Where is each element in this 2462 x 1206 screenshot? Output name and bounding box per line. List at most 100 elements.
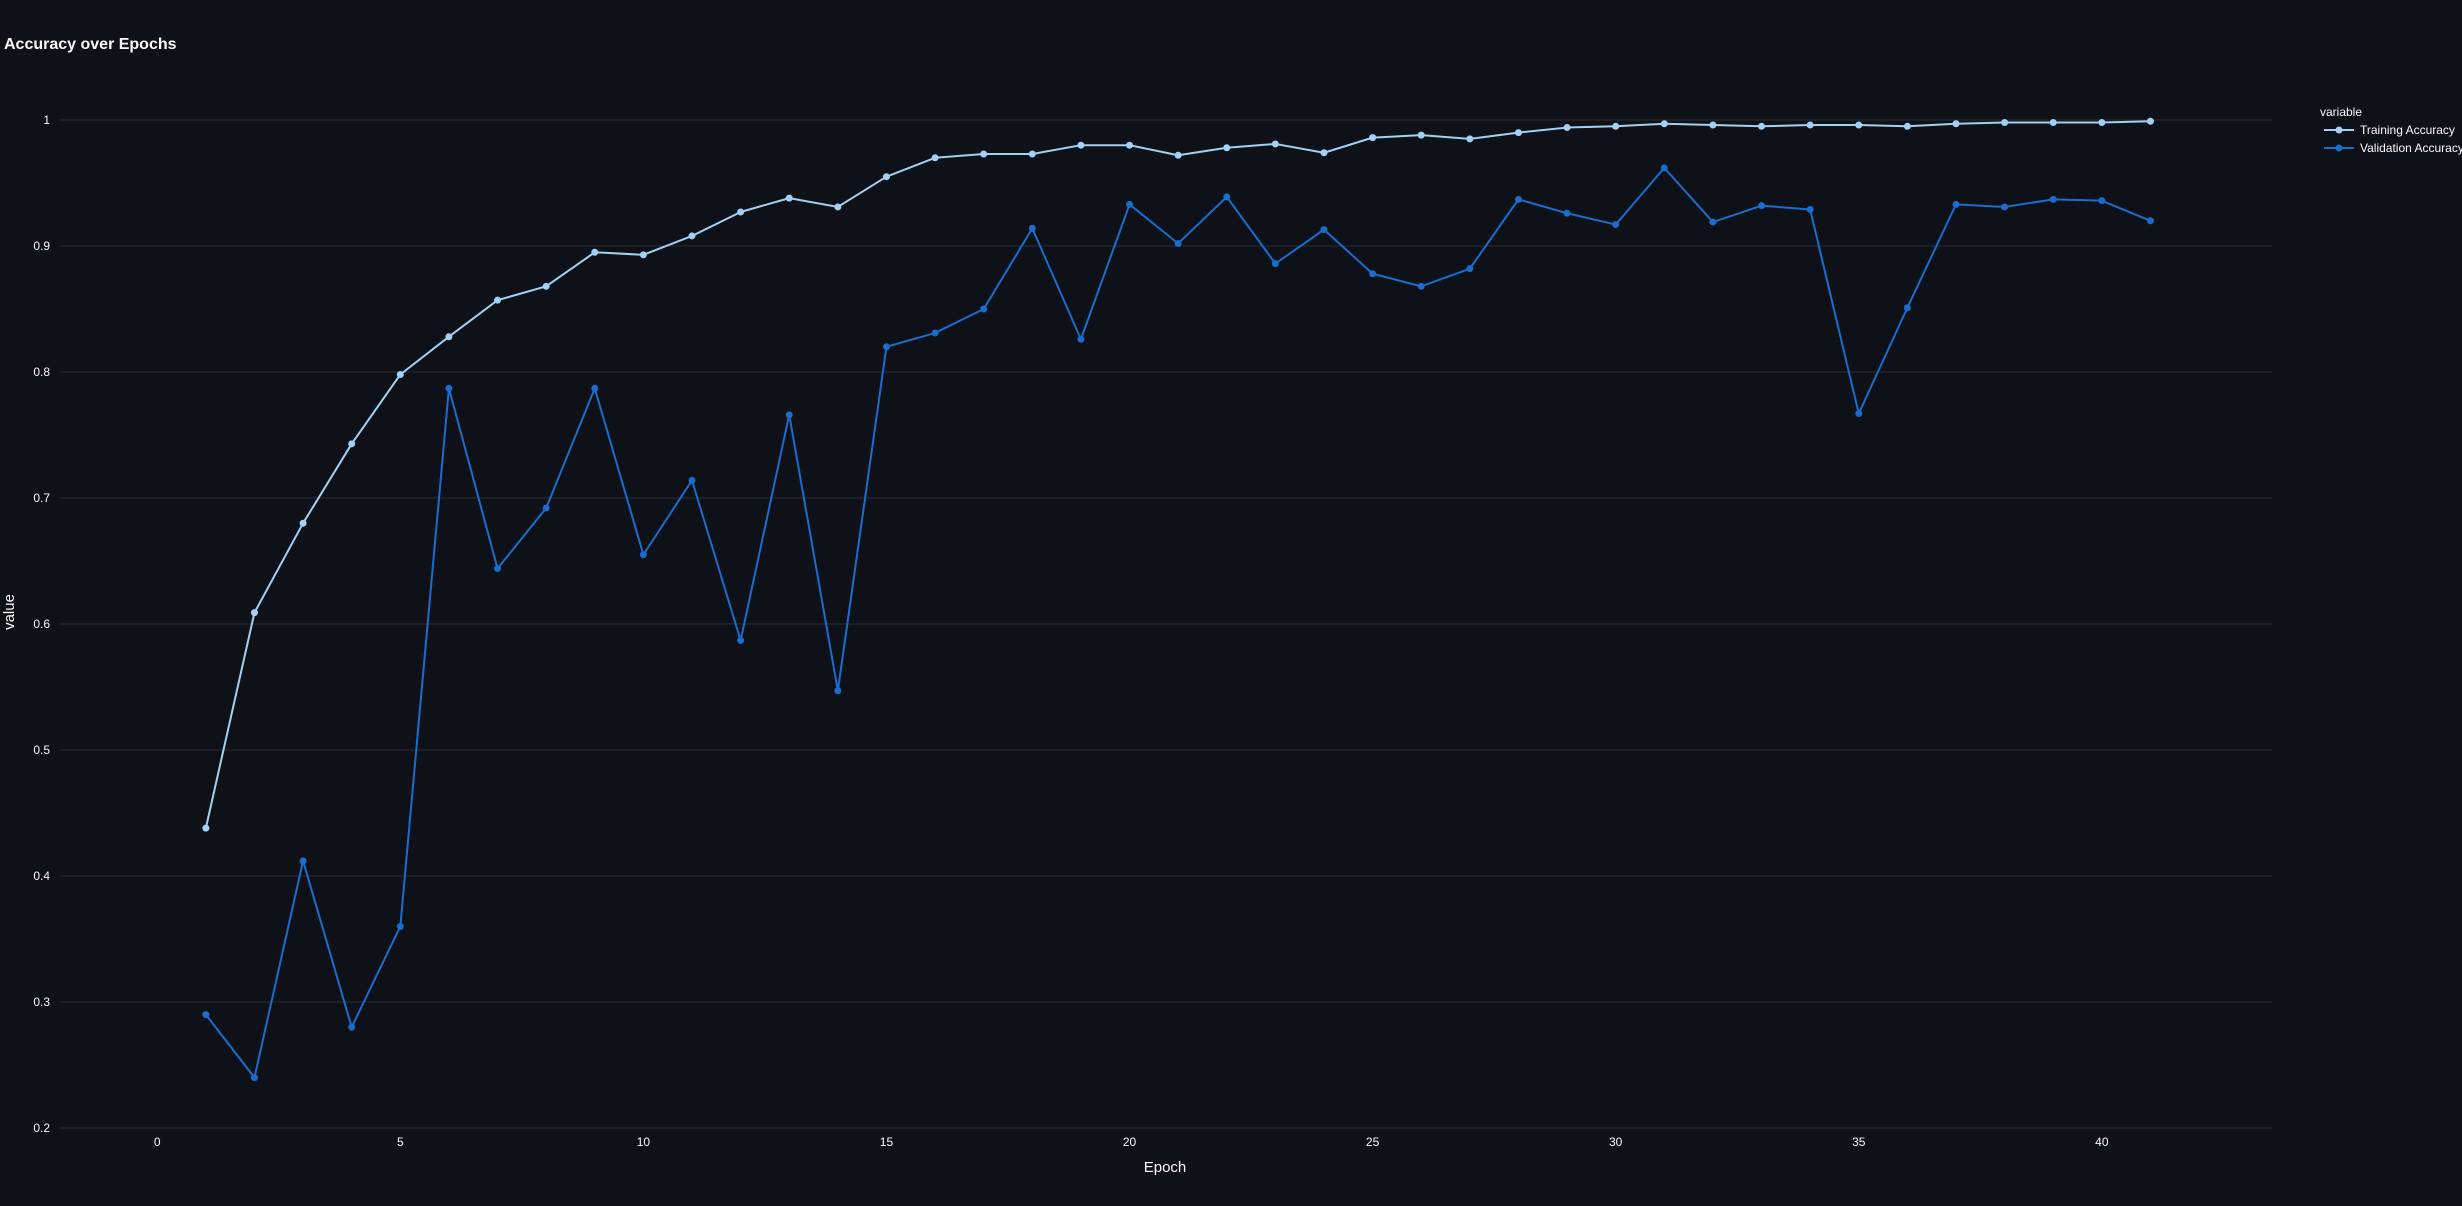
data-point[interactable] xyxy=(1855,121,1863,129)
data-point[interactable] xyxy=(202,1011,210,1019)
data-point[interactable] xyxy=(785,194,793,202)
data-point[interactable] xyxy=(1223,193,1231,201)
data-point[interactable] xyxy=(1952,200,1960,208)
data-point[interactable] xyxy=(1028,150,1036,158)
data-point[interactable] xyxy=(250,609,258,617)
legend[interactable]: variable Training Accuracy Validation Acc… xyxy=(2320,105,2462,155)
y-tick-label: 1 xyxy=(43,113,50,127)
data-point[interactable] xyxy=(931,154,939,162)
data-point[interactable] xyxy=(1271,140,1279,148)
data-point[interactable] xyxy=(591,248,599,256)
data-point[interactable] xyxy=(980,305,988,313)
data-point[interactable] xyxy=(348,440,356,448)
data-point[interactable] xyxy=(834,687,842,695)
data-point[interactable] xyxy=(1952,120,1960,128)
data-point[interactable] xyxy=(445,384,453,392)
data-point[interactable] xyxy=(737,636,745,644)
y-tick-label: 0.6 xyxy=(33,617,50,631)
data-point[interactable] xyxy=(737,208,745,216)
data-point[interactable] xyxy=(1806,121,1814,129)
data-point[interactable] xyxy=(834,203,842,211)
data-point[interactable] xyxy=(639,551,647,559)
legend-item[interactable]: Training Accuracy xyxy=(2324,123,2455,137)
data-point[interactable] xyxy=(688,232,696,240)
data-point[interactable] xyxy=(1612,221,1620,229)
data-point[interactable] xyxy=(1126,141,1134,149)
data-point[interactable] xyxy=(2001,119,2009,127)
data-point[interactable] xyxy=(1028,224,1036,232)
data-point[interactable] xyxy=(785,411,793,419)
data-point[interactable] xyxy=(396,922,404,930)
data-point[interactable] xyxy=(2049,119,2057,127)
y-axis-title: value xyxy=(1,594,18,630)
y-axis-ticks: 0.2 0.3 0.4 0.5 0.6 0.7 0.8 0.9 1 xyxy=(33,113,50,1135)
data-point[interactable] xyxy=(1660,164,1668,172)
data-point[interactable] xyxy=(494,296,502,304)
data-point[interactable] xyxy=(882,343,890,351)
data-point[interactable] xyxy=(2146,217,2154,225)
gridlines xyxy=(60,119,2272,1129)
data-point[interactable] xyxy=(1271,260,1279,268)
data-point[interactable] xyxy=(1369,134,1377,142)
data-point[interactable] xyxy=(1563,124,1571,132)
data-point[interactable] xyxy=(1223,144,1231,152)
data-point[interactable] xyxy=(1417,131,1425,139)
data-point[interactable] xyxy=(931,329,939,337)
x-tick-label: 30 xyxy=(1609,1135,1623,1149)
data-point[interactable] xyxy=(1806,205,1814,213)
data-point[interactable] xyxy=(494,565,502,573)
data-point[interactable] xyxy=(2001,203,2009,211)
data-point[interactable] xyxy=(1077,335,1085,343)
data-point[interactable] xyxy=(1709,121,1717,129)
y-tick-label: 0.8 xyxy=(33,365,50,379)
data-point[interactable] xyxy=(1320,226,1328,234)
data-point[interactable] xyxy=(1660,120,1668,128)
data-point[interactable] xyxy=(1758,122,1766,130)
data-point[interactable] xyxy=(299,519,307,527)
legend-swatch-marker xyxy=(2335,144,2343,152)
x-tick-label: 35 xyxy=(1852,1135,1866,1149)
data-point[interactable] xyxy=(1320,149,1328,157)
data-point[interactable] xyxy=(1903,122,1911,130)
legend-item[interactable]: Validation Accuracy xyxy=(2324,141,2462,155)
data-point[interactable] xyxy=(1174,151,1182,159)
data-point[interactable] xyxy=(542,504,550,512)
data-point[interactable] xyxy=(2098,197,2106,205)
data-point[interactable] xyxy=(980,150,988,158)
data-point[interactable] xyxy=(2098,119,2106,127)
y-tick-label: 0.5 xyxy=(33,743,50,757)
data-point[interactable] xyxy=(1758,202,1766,210)
data-point[interactable] xyxy=(1709,218,1717,226)
data-point[interactable] xyxy=(1466,135,1474,143)
data-point[interactable] xyxy=(299,857,307,865)
data-point[interactable] xyxy=(1903,304,1911,312)
y-tick-label: 0.2 xyxy=(33,1121,50,1135)
data-point[interactable] xyxy=(1126,200,1134,208)
data-point[interactable] xyxy=(639,251,647,259)
data-point[interactable] xyxy=(688,476,696,484)
x-tick-label: 25 xyxy=(1366,1135,1380,1149)
data-point[interactable] xyxy=(1563,209,1571,217)
data-point[interactable] xyxy=(1514,195,1522,203)
data-point[interactable] xyxy=(1855,410,1863,418)
series-line xyxy=(205,166,2151,1079)
data-point[interactable] xyxy=(1514,129,1522,137)
data-point[interactable] xyxy=(542,282,550,290)
data-point[interactable] xyxy=(396,371,404,379)
data-point[interactable] xyxy=(2049,195,2057,203)
data-point[interactable] xyxy=(1417,282,1425,290)
data-point[interactable] xyxy=(1466,265,1474,273)
data-point[interactable] xyxy=(2146,117,2154,125)
data-point[interactable] xyxy=(250,1074,258,1082)
data-point[interactable] xyxy=(1369,270,1377,278)
data-point[interactable] xyxy=(882,173,890,181)
data-point[interactable] xyxy=(348,1023,356,1031)
data-point[interactable] xyxy=(202,824,210,832)
data-point[interactable] xyxy=(1174,239,1182,247)
data-point[interactable] xyxy=(1077,141,1085,149)
data-point[interactable] xyxy=(591,384,599,392)
data-point[interactable] xyxy=(445,333,453,341)
data-point[interactable] xyxy=(1612,122,1620,130)
x-tick-label: 0 xyxy=(154,1135,161,1149)
